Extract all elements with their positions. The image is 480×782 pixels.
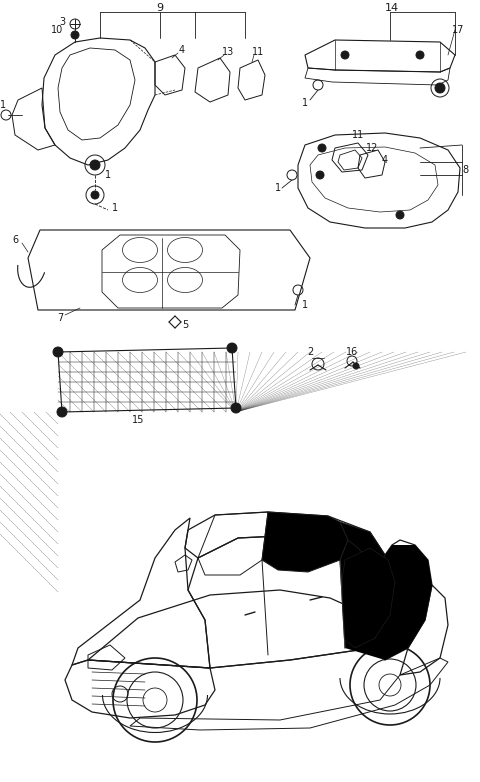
Text: 1: 1: [275, 183, 281, 193]
Text: 5: 5: [182, 320, 188, 330]
Text: 9: 9: [156, 3, 164, 13]
Circle shape: [316, 171, 324, 179]
Text: 1: 1: [105, 170, 111, 180]
Circle shape: [318, 144, 326, 152]
Text: 4: 4: [382, 155, 388, 165]
Text: 6: 6: [12, 235, 18, 245]
Text: 13: 13: [222, 47, 234, 57]
Circle shape: [227, 343, 237, 353]
Text: 1: 1: [112, 203, 118, 213]
Polygon shape: [262, 512, 348, 572]
Text: 16: 16: [346, 347, 358, 357]
Text: 3: 3: [59, 17, 65, 27]
Text: 14: 14: [385, 3, 399, 13]
Polygon shape: [342, 548, 395, 648]
Circle shape: [91, 191, 99, 199]
Text: 10: 10: [51, 25, 63, 35]
Text: 15: 15: [132, 415, 144, 425]
Text: 1: 1: [0, 100, 6, 110]
Text: 1: 1: [302, 300, 308, 310]
Circle shape: [57, 407, 67, 417]
Circle shape: [435, 83, 445, 93]
Circle shape: [341, 51, 349, 59]
Circle shape: [416, 51, 424, 59]
Text: 12: 12: [366, 143, 378, 153]
Circle shape: [396, 211, 404, 219]
Text: 17: 17: [452, 25, 464, 35]
Polygon shape: [340, 522, 385, 570]
Text: 1: 1: [302, 98, 308, 108]
Polygon shape: [308, 532, 432, 660]
Text: 8: 8: [462, 165, 468, 175]
Text: 11: 11: [352, 130, 364, 140]
Circle shape: [71, 31, 79, 39]
Circle shape: [53, 347, 63, 357]
Circle shape: [231, 403, 241, 413]
Text: 7: 7: [57, 313, 63, 323]
Text: 4: 4: [179, 45, 185, 55]
Text: 11: 11: [252, 47, 264, 57]
Text: 2: 2: [307, 347, 313, 357]
Circle shape: [353, 363, 359, 369]
Circle shape: [90, 160, 100, 170]
